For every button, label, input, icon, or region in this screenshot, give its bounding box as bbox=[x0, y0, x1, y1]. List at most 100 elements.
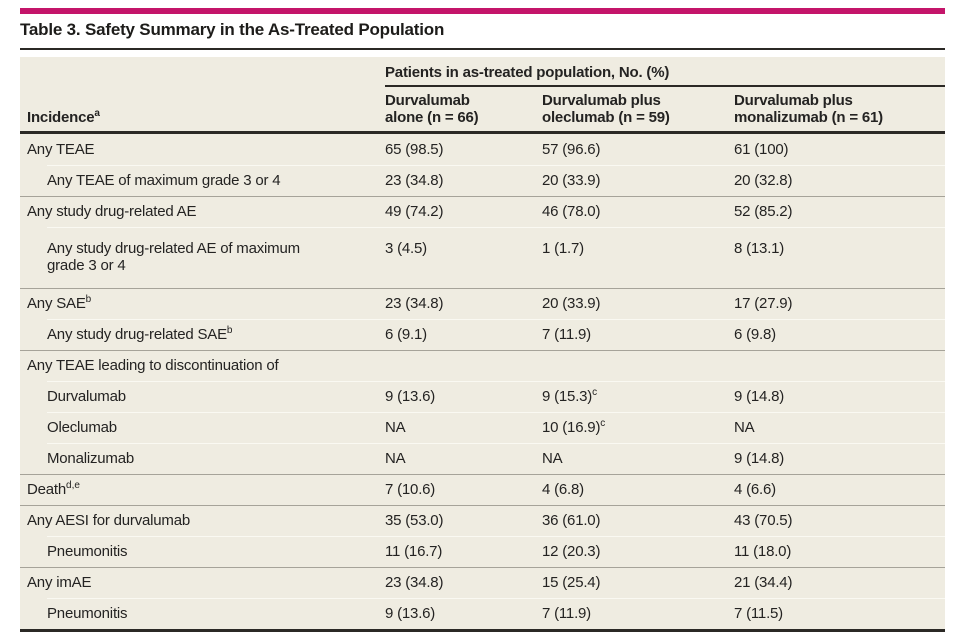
cell-value: 8 (13.1) bbox=[734, 240, 785, 257]
cell-value: 46 (78.0) bbox=[542, 203, 601, 220]
table-row: Any study drug-related SAEb 6 (9.1) 7 (11.… bbox=[20, 319, 945, 350]
cell-value: 17 (27.9) bbox=[734, 295, 793, 312]
table-row: Oleclumab NA 10 (16.9)c NA bbox=[20, 412, 945, 443]
cell-value: 52 (85.2) bbox=[734, 203, 793, 220]
cell-value: 20 (33.9) bbox=[542, 295, 601, 312]
cell-value: 9 (14.8) bbox=[734, 450, 785, 467]
row-separator bbox=[20, 350, 945, 351]
row-separator bbox=[20, 288, 945, 289]
cell-value bbox=[542, 350, 734, 381]
row-separator bbox=[20, 505, 945, 506]
table-title: Table 3. Safety Summary in the As-Treate… bbox=[20, 20, 445, 39]
row-separator bbox=[47, 412, 945, 413]
cell-value bbox=[385, 350, 542, 381]
row-label: Any SAEb bbox=[27, 294, 92, 313]
column-spanner-header: Patients in as-treated population, No. (… bbox=[385, 57, 945, 87]
table-row: Any AESI for durvalumab 35 (53.0) 36 (61.0… bbox=[20, 505, 945, 536]
row-separator bbox=[47, 319, 945, 320]
cell-value: 9 (13.6) bbox=[385, 605, 436, 622]
table-row: Deathd,e 7 (10.6) 4 (6.8) 4 (6.6) bbox=[20, 474, 945, 505]
cell-value: 6 (9.8) bbox=[734, 326, 776, 343]
table-row: Any study drug-related AE 49 (74.2) 46 (78… bbox=[20, 196, 945, 227]
cell-value: 49 (74.2) bbox=[385, 203, 444, 220]
cell-value: 7 (11.9) bbox=[542, 605, 591, 622]
spanner-spacer bbox=[20, 57, 385, 87]
row-label: Pneumonitis bbox=[47, 543, 128, 560]
table-row: Pneumonitis 9 (13.6) 7 (11.9) 7 (11.5) bbox=[20, 598, 945, 629]
cell-value: NA bbox=[734, 419, 755, 436]
cell-value: 20 (33.9) bbox=[542, 172, 601, 189]
cell-value: 20 (32.8) bbox=[734, 172, 793, 189]
cell-value: 6 (9.1) bbox=[385, 326, 427, 343]
table-row: Durvalumab 9 (13.6) 9 (15.3)c 9 (14.8) bbox=[20, 381, 945, 412]
table-row: Any TEAE leading to discontinuation of bbox=[20, 350, 945, 381]
cell-value: 36 (61.0) bbox=[542, 512, 601, 529]
row-label: Any study drug-related AE of maximum gra… bbox=[47, 240, 300, 274]
cell-value: 7 (11.5) bbox=[734, 605, 783, 622]
table-header: Patients in as-treated population, No. (… bbox=[20, 57, 945, 134]
safety-table: Patients in as-treated population, No. (… bbox=[20, 57, 945, 632]
cell-value: 23 (34.8) bbox=[385, 172, 444, 189]
cell-value: 21 (34.4) bbox=[734, 574, 793, 591]
cell-value: 7 (10.6) bbox=[385, 481, 436, 498]
row-separator bbox=[47, 443, 945, 444]
row-label: Any TEAE of maximum grade 3 or 4 bbox=[47, 172, 281, 189]
row-separator bbox=[47, 165, 945, 166]
cell-value: NA bbox=[542, 450, 563, 467]
cell-value: 61 (100) bbox=[734, 141, 789, 158]
cell-value: 57 (96.6) bbox=[542, 141, 601, 158]
row-separator bbox=[47, 536, 945, 537]
row-label: Pneumonitis bbox=[47, 605, 128, 622]
row-separator bbox=[20, 567, 945, 568]
spanner-row: Patients in as-treated population, No. (… bbox=[20, 57, 945, 87]
row-label: Any AESI for durvalumab bbox=[27, 512, 190, 529]
cell-value: 7 (11.9) bbox=[542, 326, 591, 343]
accent-bar bbox=[20, 8, 945, 14]
cell-value: 23 (34.8) bbox=[385, 574, 444, 591]
table-row: Any imAE 23 (34.8) 15 (25.4) 21 (34.4) bbox=[20, 567, 945, 598]
table-row: Any study drug-related AE of maximum gra… bbox=[20, 227, 945, 288]
column-header: Durvalumab alone (n = 66) bbox=[385, 92, 479, 126]
cell-value: NA bbox=[385, 450, 406, 467]
cell-value: 9 (14.8) bbox=[734, 388, 785, 405]
cell-value: 15 (25.4) bbox=[542, 574, 601, 591]
stub-header: Incidencea bbox=[27, 108, 100, 127]
row-label: Any imAE bbox=[27, 574, 92, 591]
row-label: Any study drug-related AE bbox=[27, 203, 197, 220]
row-separator bbox=[47, 381, 945, 382]
table-row: Any TEAE of maximum grade 3 or 4 23 (34.8… bbox=[20, 165, 945, 196]
row-separator bbox=[20, 474, 945, 475]
table-row: Any SAEb 23 (34.8) 20 (33.9) 17 (27.9) bbox=[20, 288, 945, 319]
title-rule bbox=[20, 48, 945, 50]
cell-value: 12 (20.3) bbox=[542, 543, 601, 560]
cell-value: 9 (13.6) bbox=[385, 388, 436, 405]
cell-value: 11 (18.0) bbox=[734, 543, 792, 560]
column-header: Durvalumab plus monalizumab (n = 61) bbox=[734, 92, 883, 126]
cell-value bbox=[734, 350, 945, 381]
row-label: Durvalumab bbox=[47, 388, 126, 405]
cell-value: 11 (16.7) bbox=[385, 543, 443, 560]
table-row: Monalizumab NA NA 9 (14.8) bbox=[20, 443, 945, 474]
column-headers: Incidencea Durvalumab alone (n = 66) Durv… bbox=[20, 87, 945, 131]
cell-value: 4 (6.6) bbox=[734, 481, 776, 498]
row-label: Deathd,e bbox=[27, 480, 80, 499]
row-label: Oleclumab bbox=[47, 419, 117, 436]
cell-value: 23 (34.8) bbox=[385, 295, 444, 312]
table-row: Any TEAE 65 (98.5) 57 (96.6) 61 (100) bbox=[20, 134, 945, 165]
row-separator bbox=[47, 227, 945, 228]
row-separator bbox=[20, 196, 945, 197]
row-label: Any study drug-related SAEb bbox=[47, 325, 233, 344]
row-label: Monalizumab bbox=[47, 450, 135, 467]
table-body: Any TEAE 65 (98.5) 57 (96.6) 61 (100) Any TE… bbox=[20, 134, 945, 629]
column-header: Durvalumab plus oleclumab (n = 59) bbox=[542, 92, 670, 126]
cell-value: 9 (15.3)c bbox=[542, 387, 598, 406]
cell-value: 43 (70.5) bbox=[734, 512, 793, 529]
row-label: Any TEAE leading to discontinuation of bbox=[27, 357, 279, 374]
cell-value: 3 (4.5) bbox=[385, 240, 427, 257]
cell-value: NA bbox=[385, 419, 406, 436]
cell-value: 10 (16.9)c bbox=[542, 418, 606, 437]
cell-value: 4 (6.8) bbox=[542, 481, 584, 498]
row-label: Any TEAE bbox=[27, 141, 95, 158]
table-row: Pneumonitis 11 (16.7) 12 (20.3) 11 (18.0) bbox=[20, 536, 945, 567]
